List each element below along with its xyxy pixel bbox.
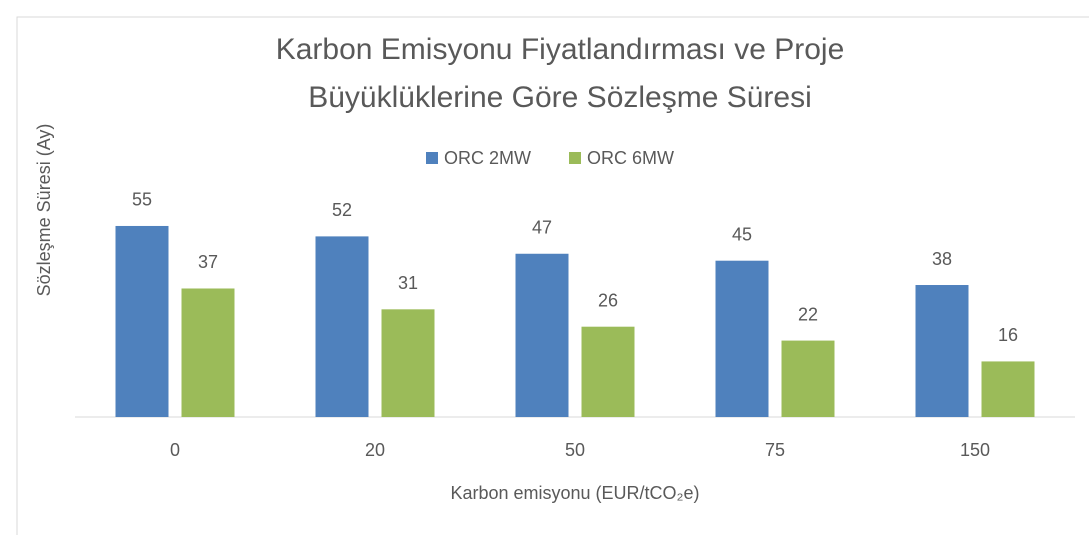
legend-swatch — [426, 152, 438, 164]
bar — [181, 288, 235, 417]
data-label: 31 — [398, 273, 418, 293]
bar — [515, 253, 569, 417]
x-tick-label: 50 — [565, 440, 585, 460]
chart-border — [16, 16, 1089, 535]
bar — [381, 309, 435, 417]
chart-title: Karbon Emisyonu Fiyatlandırması ve Proje… — [275, 33, 845, 114]
x-axis-title: Karbon emisyonu (EUR/tCO₂e) — [450, 483, 699, 503]
bar — [115, 225, 169, 417]
bar — [581, 326, 635, 417]
legend-label: ORC 2MW — [444, 148, 531, 168]
x-tick-label: 20 — [365, 440, 385, 460]
data-label: 38 — [932, 249, 952, 269]
data-label: 16 — [998, 325, 1018, 345]
legend-swatch — [569, 152, 581, 164]
x-tick-label: 0 — [170, 440, 180, 460]
bar — [715, 260, 769, 417]
y-axis-title: Sözleşme Süresi (Ay) — [34, 124, 54, 297]
x-tick-label: 75 — [765, 440, 785, 460]
data-label: 55 — [132, 190, 152, 210]
data-label: 45 — [732, 224, 752, 244]
data-label: 22 — [798, 304, 818, 324]
bar — [315, 236, 369, 417]
bar — [781, 340, 835, 417]
data-label: 37 — [198, 252, 218, 272]
data-label: 52 — [332, 200, 352, 220]
x-tick-label: 150 — [960, 440, 990, 460]
data-label: 47 — [532, 218, 552, 238]
data-label: 26 — [598, 290, 618, 310]
bar — [915, 285, 969, 417]
bar — [981, 361, 1035, 417]
legend-label: ORC 6MW — [587, 148, 674, 168]
